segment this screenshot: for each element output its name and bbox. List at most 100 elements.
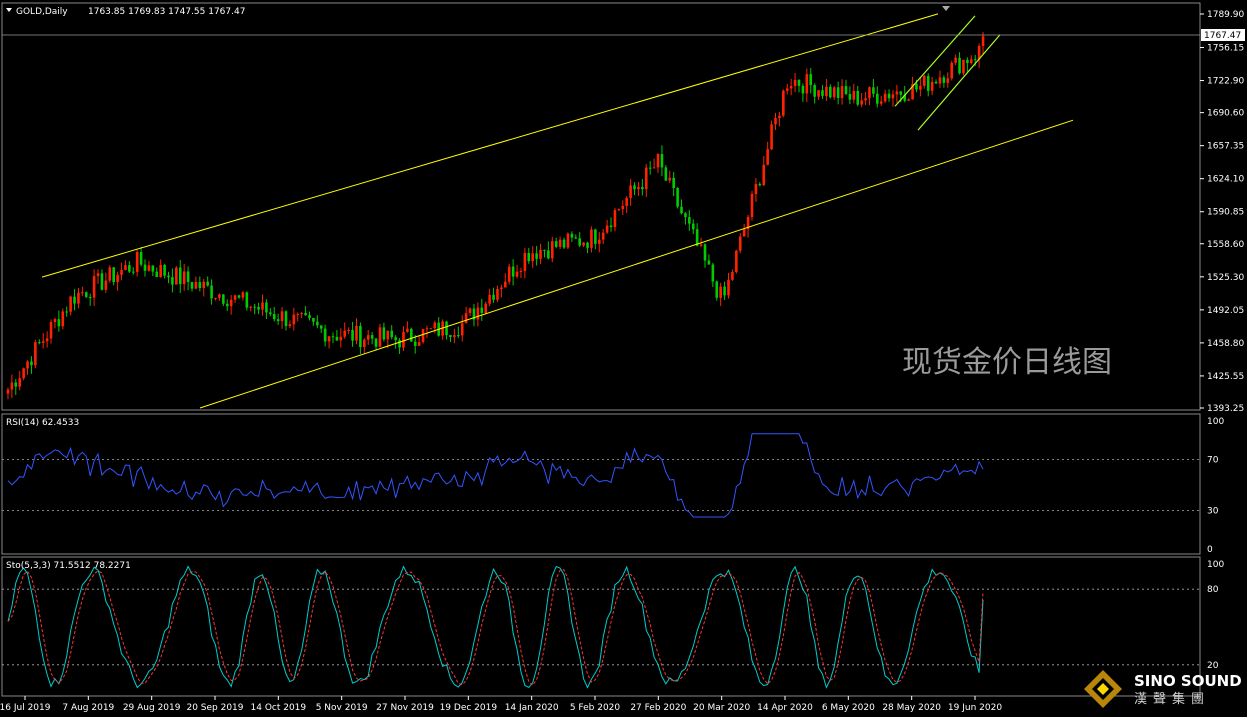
candle-body (210, 285, 213, 299)
sto-tick-label: 20 (1207, 661, 1219, 671)
candle-body (797, 80, 801, 86)
y-tick-label: 1722.90 (1207, 77, 1244, 87)
candle-body (915, 83, 918, 90)
candle-body (18, 378, 22, 387)
candle-body (104, 280, 108, 290)
trend-channels (41, 13, 1074, 409)
candle-body (453, 335, 456, 337)
candle-body (468, 308, 472, 314)
candle-body (535, 253, 538, 259)
candle-body (856, 90, 860, 105)
candle-body (198, 282, 202, 289)
candle-body (711, 264, 715, 282)
brand-name: SINO SOUND (1134, 672, 1242, 690)
candle-body (680, 206, 683, 214)
candle-body (609, 225, 613, 228)
candle-body (53, 319, 57, 323)
candle-body (280, 311, 284, 322)
candle-body (891, 94, 895, 99)
candle-body (316, 321, 319, 326)
candle-body (300, 312, 303, 315)
y-tick-label: 1458.80 (1207, 339, 1244, 349)
candle-body (386, 330, 390, 340)
candle-body (938, 77, 942, 84)
candle-body (782, 90, 785, 116)
sto-layer: 100 80 20 (2, 560, 1224, 689)
candle-body (507, 266, 511, 282)
candle-body (605, 225, 609, 233)
candle-body (907, 99, 910, 101)
candle-body (382, 327, 386, 340)
candle-body (139, 252, 143, 265)
candle-body (355, 325, 358, 341)
candle-body (754, 184, 758, 194)
candle-body (417, 342, 421, 346)
candle-body (539, 249, 542, 259)
candle-body (762, 164, 766, 186)
candle-body (590, 229, 593, 248)
short-channel-lower-line[interactable] (917, 34, 1001, 131)
candle-body (648, 167, 652, 169)
y-tick-label: 1525.30 (1207, 273, 1244, 283)
candle-body (926, 75, 930, 91)
candle-body (460, 323, 464, 336)
main-panel-frame (1, 2, 1201, 411)
candle-body (175, 267, 178, 285)
candle-body (249, 306, 253, 308)
x-tick-label: 19 Jun 2020 (948, 703, 1002, 713)
candle-body (660, 154, 664, 168)
candle-body (476, 307, 480, 320)
candle-body (770, 124, 773, 150)
candle-body (672, 177, 675, 188)
candle-body (359, 325, 362, 348)
chart-shift-icon (942, 6, 950, 11)
candle-body (966, 59, 969, 64)
candle-body (981, 36, 985, 46)
candle-body (582, 242, 585, 246)
candle-body (515, 271, 519, 277)
candle-body (92, 276, 96, 298)
candle-body (413, 341, 417, 346)
x-tick-label: 28 May 2020 (882, 703, 941, 713)
candle-body (621, 205, 625, 210)
candle-body (394, 337, 397, 341)
candle-body (10, 382, 14, 390)
candle-body (292, 314, 296, 325)
candle-body (578, 238, 581, 246)
x-tick-label: 14 Jan 2020 (505, 703, 559, 713)
candle-body (793, 80, 797, 86)
candle-body (601, 232, 605, 240)
candle-body (276, 319, 280, 322)
candle-body (351, 330, 354, 341)
candle-body (554, 241, 558, 247)
candle-body (637, 187, 640, 190)
candle-body (511, 266, 515, 277)
sto-main-line (7, 565, 984, 689)
candle-body (229, 299, 233, 307)
candle-body (480, 307, 484, 313)
candle-body (182, 271, 186, 285)
candle-body (327, 336, 331, 342)
candle-body (821, 90, 824, 96)
candle-body (272, 314, 276, 320)
channel-upper-line[interactable] (41, 13, 939, 278)
candle-body (778, 115, 781, 119)
candle-body (143, 264, 147, 271)
candle-body (288, 324, 292, 326)
candle-body (746, 217, 750, 230)
candle-body (69, 296, 72, 312)
candle-body (848, 94, 852, 100)
short-channel-upper-line[interactable] (894, 15, 976, 107)
candle-body (245, 292, 249, 308)
candle-body (688, 217, 691, 224)
candle-body (378, 327, 382, 347)
dropdown-triangle-icon[interactable] (6, 8, 12, 12)
candle-body (57, 319, 61, 327)
y-tick-label: 1393.25 (1207, 404, 1244, 414)
brand-logo: SINO SOUND 漢聲集團 (1084, 670, 1242, 708)
candle-body (691, 223, 695, 230)
channel-lower-line[interactable] (199, 119, 1074, 409)
candle-body (695, 229, 699, 246)
candle-body (347, 330, 350, 332)
